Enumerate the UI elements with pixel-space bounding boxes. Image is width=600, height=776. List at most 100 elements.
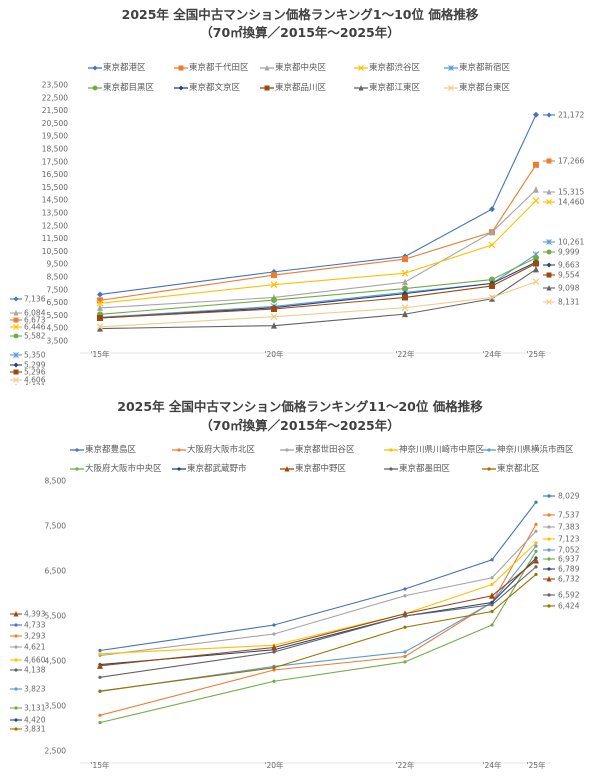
svg-text:15,315: 15,315 xyxy=(558,188,584,197)
data-point-marker xyxy=(75,447,79,452)
legend-swatch-icon xyxy=(482,464,496,474)
data-point-marker xyxy=(98,652,102,656)
data-point-marker xyxy=(489,276,495,283)
legend-swatch-icon xyxy=(88,83,102,93)
start-value-label: 3,831 xyxy=(10,725,46,734)
svg-text:6,673: 6,673 xyxy=(24,316,46,325)
series-line xyxy=(98,565,538,679)
data-point-marker xyxy=(270,281,278,289)
y-tick-label: 6,500 xyxy=(45,567,67,576)
data-point-marker xyxy=(402,294,408,301)
data-point-marker xyxy=(284,465,290,471)
end-value-label: 9,554 xyxy=(543,271,580,280)
data-point-marker xyxy=(272,679,276,683)
end-value-label: 7,537 xyxy=(543,511,580,520)
y-tick-label: 16,500 xyxy=(42,170,68,179)
data-point-marker xyxy=(13,611,19,617)
data-point-marker xyxy=(533,111,539,118)
data-point-marker xyxy=(403,614,407,618)
legend-swatch-icon xyxy=(70,445,84,455)
y-tick-label: 17,500 xyxy=(42,157,68,166)
start-value-label: 6,446 xyxy=(10,323,46,332)
svg-text:6,424: 6,424 xyxy=(558,602,580,611)
legend-item: 東京都千代田区 xyxy=(174,62,249,74)
chart-top-10: 2025年 全国中古マンション価格ランキング1～10位 価格推移 （70㎡換算／… xyxy=(0,0,600,385)
series-line xyxy=(96,278,540,331)
series-line xyxy=(97,259,539,321)
data-point-marker xyxy=(547,525,551,529)
legend-swatch-icon xyxy=(444,83,458,93)
legend-swatch-icon xyxy=(260,83,274,93)
start-value-label: 5,299 xyxy=(10,361,46,370)
y-tick-label: 5,500 xyxy=(45,612,67,621)
plot-area: 8,500 7,500 6,500 5,500 4,500 3,500 2,500 '15年 '… xyxy=(10,477,580,770)
svg-text:6,084: 6,084 xyxy=(24,309,46,318)
legend-swatch-icon xyxy=(354,63,368,73)
svg-text:9,663: 9,663 xyxy=(558,261,580,270)
x-tick-label: '20年 xyxy=(264,349,284,359)
data-point-marker xyxy=(13,377,19,383)
data-point-marker xyxy=(403,594,407,598)
data-point-marker xyxy=(403,625,407,629)
data-point-marker xyxy=(14,634,18,638)
svg-text:4,733: 4,733 xyxy=(24,621,46,630)
data-point-marker xyxy=(403,587,407,591)
svg-text:4,393: 4,393 xyxy=(24,610,46,619)
legend-swatch-icon xyxy=(260,63,274,73)
data-point-marker xyxy=(546,299,552,305)
data-point-marker xyxy=(97,662,103,669)
legend-item: 東京都江東区 xyxy=(354,82,420,94)
data-point-marker xyxy=(272,623,276,627)
data-point-marker xyxy=(178,65,184,70)
data-point-marker xyxy=(490,558,494,562)
y-tick-label: 12,500 xyxy=(42,221,68,230)
data-point-marker xyxy=(358,84,364,90)
end-value-label: 8,029 xyxy=(543,492,580,501)
svg-text:14,460: 14,460 xyxy=(558,198,584,207)
end-value-label: 7,383 xyxy=(543,523,580,532)
data-point-marker xyxy=(271,644,277,651)
data-point-marker xyxy=(402,610,408,617)
data-point-marker xyxy=(490,623,494,627)
chart-legend: 東京都豊島区 大阪府大阪市北区 東京都世田谷区 神奈川県川崎市中原区 神奈川県横浜市西区… xyxy=(62,444,582,474)
y-tick-label: 9,500 xyxy=(47,260,69,269)
y-tick-label: 13,500 xyxy=(42,209,68,218)
x-tick-label: '15年 xyxy=(90,349,110,359)
y-tick-label: 14,500 xyxy=(42,196,68,205)
data-point-marker xyxy=(489,295,495,302)
legend-swatch-icon xyxy=(482,445,496,455)
chart-subtitle: （70㎡換算／2015年～2025年） xyxy=(200,418,400,433)
x-tick-label: '25年 xyxy=(526,349,546,359)
series-line xyxy=(96,197,540,307)
data-point-marker xyxy=(490,600,494,605)
svg-text:7,052: 7,052 xyxy=(558,546,580,555)
start-value-label: 7,136 xyxy=(10,295,46,304)
start-value-label: 3,293 xyxy=(10,632,46,641)
data-point-marker xyxy=(14,727,18,731)
end-value-label: 10,261 xyxy=(543,238,584,247)
end-value-label: 14,460 xyxy=(543,198,584,207)
data-point-marker xyxy=(546,158,552,164)
legend-item: 大阪府大阪市中央区 xyxy=(70,463,162,475)
svg-text:4,138: 4,138 xyxy=(24,666,46,675)
legend-label: 東京都台東区 xyxy=(459,83,511,93)
svg-text:4,606: 4,606 xyxy=(24,376,46,385)
legend-item: 大阪府大阪市北区 xyxy=(172,444,255,456)
data-point-marker xyxy=(15,384,17,385)
data-point-marker xyxy=(547,537,551,541)
series-line xyxy=(98,549,538,725)
svg-text:4,420: 4,420 xyxy=(24,716,46,725)
legend-label: 東京都豊島区 xyxy=(85,445,137,455)
legend-swatch-icon xyxy=(444,63,458,73)
data-point-marker xyxy=(533,161,539,168)
start-value-label: 4,660 xyxy=(10,656,46,665)
data-point-marker xyxy=(92,85,98,90)
data-point-marker xyxy=(13,310,19,316)
data-point-marker xyxy=(358,64,364,71)
legend-label: 東京都墨田区 xyxy=(399,464,451,474)
series-line xyxy=(97,254,539,318)
legend-swatch-icon xyxy=(88,63,102,73)
y-tick-label: 22,500 xyxy=(42,93,68,102)
data-point-marker xyxy=(14,687,18,691)
svg-text:6,789: 6,789 xyxy=(558,565,580,574)
